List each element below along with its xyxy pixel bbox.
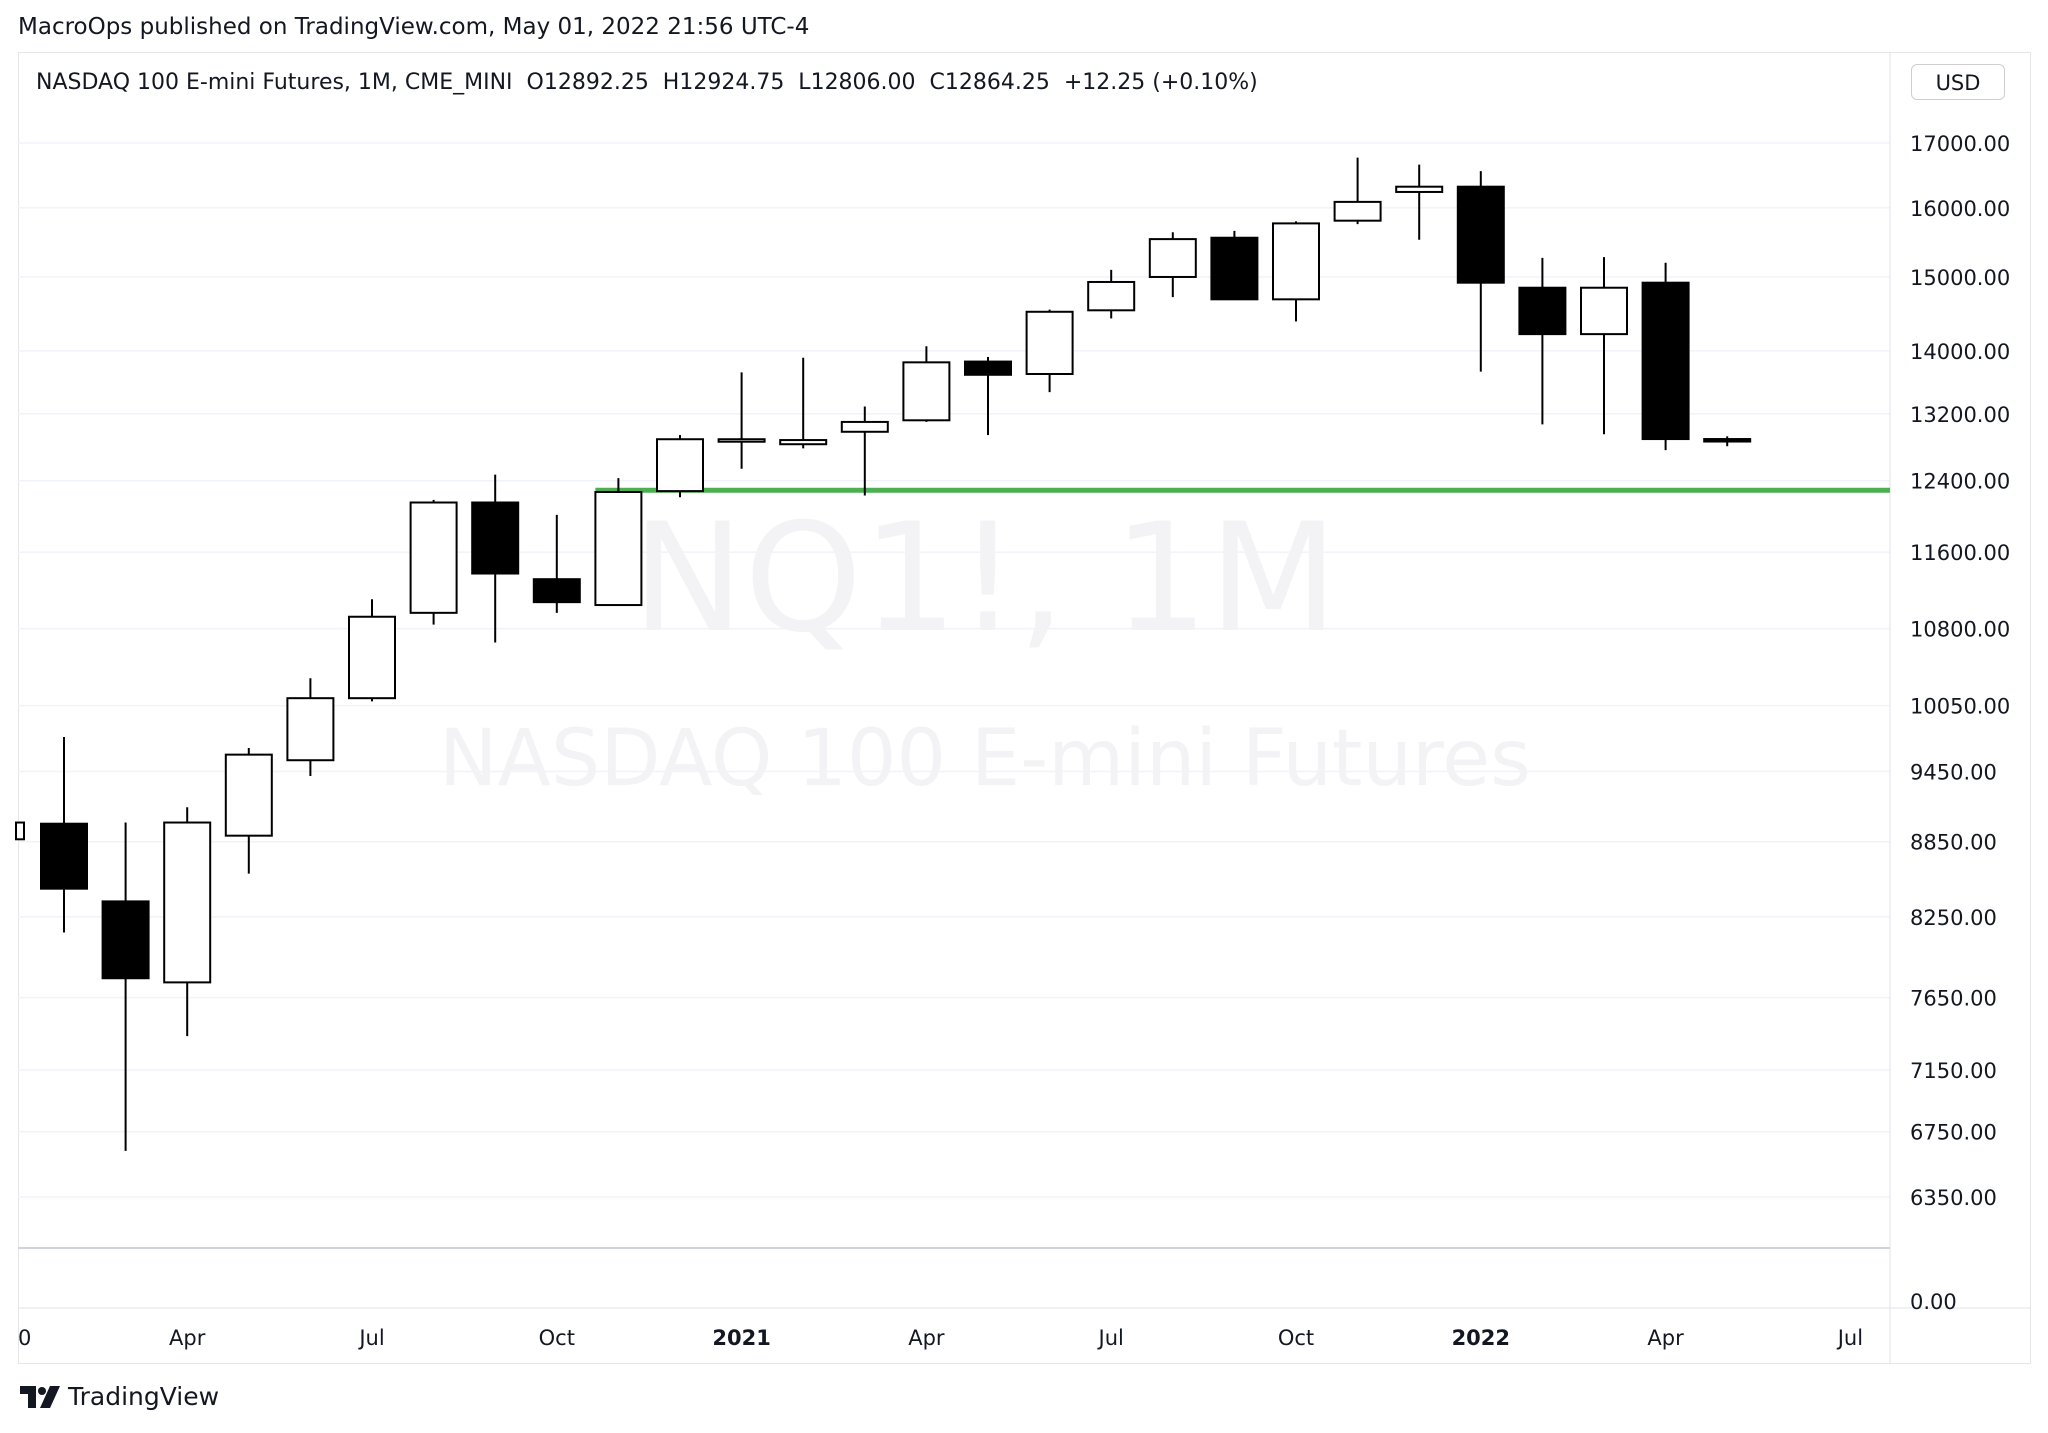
time-tick-label: Apr xyxy=(1647,1326,1684,1350)
symbol-legend: NASDAQ 100 E-mini Futures, 1M, CME_MINI … xyxy=(36,70,1258,95)
candle-body xyxy=(1333,200,1382,222)
publish-info: MacroOps published on TradingView.com, M… xyxy=(18,14,810,40)
time-tick-label: Jul xyxy=(1836,1326,1863,1350)
price-tick-label: 10800.00 xyxy=(1910,618,2010,642)
price-axis[interactable]: 17000.00 16000.00 15000.00 14000.00 13200.00… xyxy=(1910,132,2010,1210)
price-tick-label: 9450.00 xyxy=(1910,760,1997,784)
candle-body xyxy=(1272,222,1320,301)
price-tick-label: 7150.00 xyxy=(1910,1059,1997,1083)
currency-button[interactable]: USD xyxy=(1911,64,2005,100)
tradingview-logo[interactable]: TradingView xyxy=(20,1382,219,1411)
candle-body xyxy=(532,578,581,604)
time-tick-label: Jul xyxy=(357,1326,384,1350)
time-tick-label: Apr xyxy=(169,1326,206,1350)
watermark-symbol: NQ1!, 1M xyxy=(632,492,1338,666)
time-tick-label: 2021 xyxy=(712,1326,770,1350)
price-tick-label: 13200.00 xyxy=(1910,403,2010,427)
candle-body xyxy=(1087,280,1136,312)
price-tick-label: 6750.00 xyxy=(1910,1121,1997,1145)
time-axis[interactable]: 0 Apr Jul Oct 2021 Apr Jul Oct 2022 Apr Jul xyxy=(18,1326,1863,1350)
candle-body xyxy=(594,490,643,607)
tradingview-brand: TradingView xyxy=(68,1382,220,1411)
candle-body xyxy=(717,438,766,443)
candle-body xyxy=(1456,185,1505,284)
time-tick-label: Jul xyxy=(1097,1326,1124,1350)
candle-body xyxy=(348,615,396,700)
time-tick-label: Oct xyxy=(1278,1326,1314,1350)
time-tick-label: 0 xyxy=(18,1326,31,1350)
watermark-name: NASDAQ 100 E-mini Futures xyxy=(439,714,1531,804)
candle-body xyxy=(409,501,458,614)
candle-body xyxy=(1025,310,1074,375)
time-tick-label: Oct xyxy=(539,1326,575,1350)
candle-body xyxy=(656,438,704,493)
lower-pane-label: 0.00 xyxy=(1910,1290,1957,1314)
price-tick-label: 14000.00 xyxy=(1910,340,2010,364)
price-tick-label: 10050.00 xyxy=(1910,695,2010,719)
watermark: NQ1!, 1M NASDAQ 100 E-mini Futures xyxy=(439,492,1531,804)
candle-body xyxy=(1703,438,1752,443)
candles xyxy=(15,157,1752,1151)
price-tick-label: 16000.00 xyxy=(1910,197,2010,221)
candle-body xyxy=(1518,286,1567,336)
price-tick-label: 6350.00 xyxy=(1910,1186,1997,1210)
candle-body xyxy=(163,821,212,984)
candle-body xyxy=(1395,185,1444,193)
price-tick-label: 12400.00 xyxy=(1910,470,2010,494)
chart-container[interactable] xyxy=(18,52,2031,1364)
candle-body xyxy=(902,361,951,422)
candle-body xyxy=(471,501,520,575)
price-tick-label: 15000.00 xyxy=(1910,266,2010,290)
candle-body xyxy=(1148,238,1197,278)
candle-body xyxy=(840,420,889,433)
candle-body xyxy=(1580,286,1628,336)
time-tick-label: Apr xyxy=(908,1326,945,1350)
candle-body xyxy=(964,360,1012,376)
price-tick-label: 17000.00 xyxy=(1910,132,2010,156)
candle-body xyxy=(779,439,828,446)
candle-body xyxy=(1641,281,1690,441)
candle-body xyxy=(286,697,335,762)
time-tick-label: 2022 xyxy=(1452,1326,1510,1350)
tradingview-logo-icon xyxy=(20,1385,60,1408)
candle-partial xyxy=(15,821,25,841)
price-tick-label: 8850.00 xyxy=(1910,831,1997,855)
price-tick-label: 11600.00 xyxy=(1910,541,2010,565)
candle-body xyxy=(101,900,150,980)
candle-body xyxy=(40,822,88,890)
candle-body xyxy=(224,753,273,837)
candle-body xyxy=(1210,236,1259,301)
price-tick-label: 7650.00 xyxy=(1910,987,1997,1011)
price-tick-label: 8250.00 xyxy=(1910,906,1997,930)
